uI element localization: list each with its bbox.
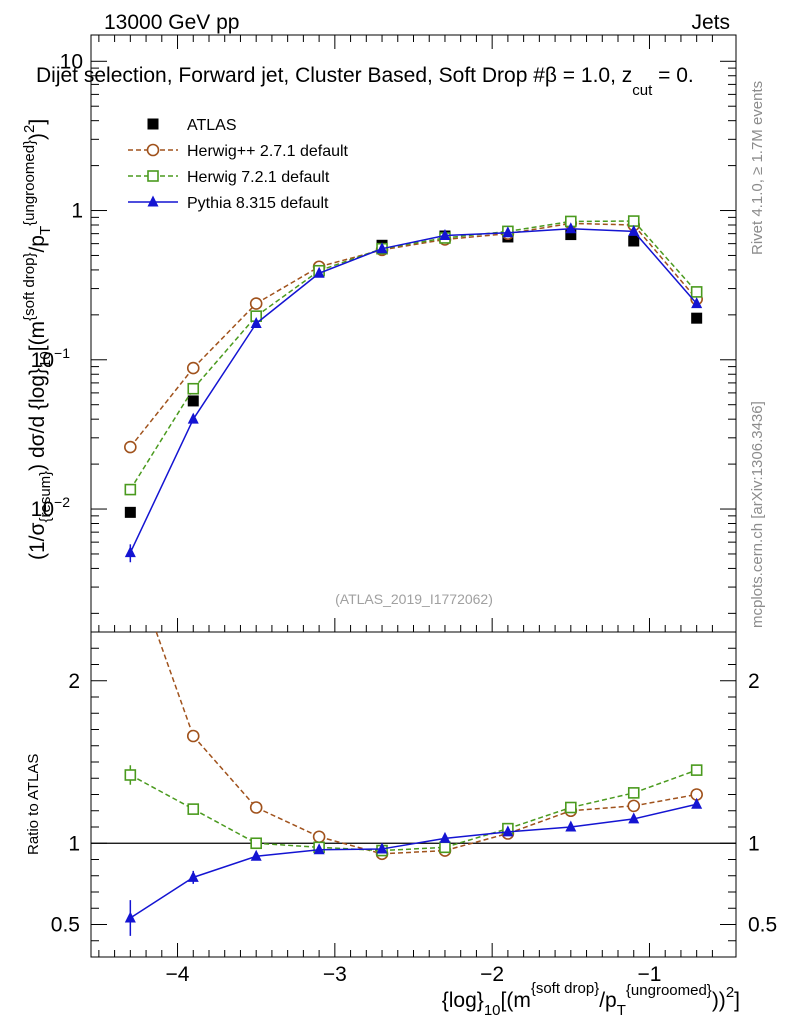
jets-label: Jets xyxy=(691,11,730,34)
x-tick-label: −2 xyxy=(480,963,504,986)
mcplots-label: mcplots.cern.ch [arXiv:1306.3436] xyxy=(749,401,766,628)
energy-label: 13000 GeV pp xyxy=(104,11,239,34)
main-point-herwig-7-2-1-default xyxy=(187,382,200,395)
ratio-line-herwig-7-2-1-default xyxy=(129,769,697,852)
legend-label-herwig-2-7-1-default: Herwig++ 2.7.1 default xyxy=(187,143,349,160)
ratio-point-pythia-8-315-default xyxy=(124,911,136,923)
main-line-pythia-8-315-default xyxy=(129,227,698,553)
ratio-line-pythia-8-315-default xyxy=(129,803,697,919)
series-layer xyxy=(124,215,703,936)
ratio-tick-label-right: 2 xyxy=(748,670,760,693)
ratio-point-herwig-2-7-1-default xyxy=(312,830,326,844)
legend-marker-atlas xyxy=(147,118,159,130)
ratio-tick-label: 1 xyxy=(68,832,80,855)
main-point-pythia-8-315-default xyxy=(187,412,199,424)
main-line-herwig-2-7-1-default xyxy=(129,222,698,448)
main-point-herwig-7-2-1-default xyxy=(690,286,703,298)
plot-title: Dijet selection, Forward jet, Cluster Ba… xyxy=(36,64,694,99)
ratio-point-herwig-7-2-1-default xyxy=(124,769,137,781)
main-point-herwig-2-7-1-default xyxy=(186,361,200,375)
ratio-tick-label: 0.5 xyxy=(51,914,80,937)
main-point-pythia-8-315-default xyxy=(376,242,388,254)
plot-title-end: = 0. xyxy=(652,64,693,87)
x-tick-label: −3 xyxy=(323,963,347,986)
ratio-point-herwig-7-2-1-default xyxy=(565,801,577,814)
main-point-pythia-8-315-default xyxy=(250,317,262,329)
ratio-line-herwig-2-7-1-default xyxy=(155,631,697,855)
legend-label-herwig-7-2-1-default: Herwig 7.2.1 default xyxy=(187,169,330,186)
ratio-tick-label-right: 0.5 xyxy=(748,914,777,937)
legend: ATLAS Herwig++ 2.7.1 default Herwig 7.2.1 … xyxy=(128,117,349,212)
main-point-pythia-8-315-default xyxy=(691,297,703,309)
ratio-y-axis-label: Ratio to ATLAS xyxy=(25,754,42,855)
x-axis-label: {log}10[(m{soft drop}/pT{ungroomed}))2] xyxy=(442,980,740,1019)
ratio-point-herwig-7-2-1-default xyxy=(439,841,451,854)
ratio-point-pythia-8-315-default xyxy=(628,812,640,824)
ratio-point-pythia-8-315-default xyxy=(376,842,388,854)
ratio-point-pythia-8-315-default xyxy=(250,849,262,861)
main-point-pythia-8-315-default xyxy=(439,229,451,241)
y-tick-label: 10−2 xyxy=(31,494,71,521)
main-line-herwig-7-2-1-default xyxy=(129,220,698,490)
y-tick-label: 10 xyxy=(60,50,83,73)
ratio-point-pythia-8-315-default xyxy=(313,843,325,855)
x-tick-label: −1 xyxy=(637,963,661,986)
main-point-atlas xyxy=(187,395,199,407)
ratio-point-herwig-7-2-1-default xyxy=(187,803,200,815)
legend-label-atlas: ATLAS xyxy=(187,117,237,134)
main-point-herwig-2-7-1-default xyxy=(124,440,137,454)
main-point-atlas xyxy=(124,506,136,518)
ratio-point-herwig-7-2-1-default xyxy=(690,764,703,776)
ratio-point-herwig-7-2-1-default xyxy=(627,787,640,799)
plot-title-main: Dijet selection, Forward jet, Cluster Ba… xyxy=(36,64,632,87)
ratio-point-herwig-7-2-1-default xyxy=(250,837,262,850)
legend-label-pythia-8-315-default: Pythia 8.315 default xyxy=(187,195,329,212)
main-point-pythia-8-315-default xyxy=(565,222,577,234)
main-point-pythia-8-315-default xyxy=(313,266,325,278)
main-point-pythia-8-315-default xyxy=(124,546,136,558)
main-point-pythia-8-315-default xyxy=(628,224,640,236)
main-point-atlas xyxy=(565,229,577,241)
ratio-tick-label-right: 1 xyxy=(748,832,760,855)
main-point-atlas xyxy=(691,312,703,324)
ratio-point-pythia-8-315-default xyxy=(439,831,451,843)
main-y-axis-label: (1/σ{resum}) dσ/d {log}10[(m{soft drop}/… xyxy=(21,119,54,560)
ratio-point-pythia-8-315-default xyxy=(502,825,514,837)
ratio-point-herwig-2-7-1-default xyxy=(186,729,200,743)
ratio-tick-label: 2 xyxy=(68,670,80,693)
main-point-atlas xyxy=(628,235,640,247)
main-point-herwig-2-7-1-default xyxy=(249,297,263,310)
tick-layer: −4 −3 −2 −1 10−2 10−1 1 10 0.5 0.5 1 1 2 2 xyxy=(31,35,777,986)
rivet-label: Rivet 4.1.0, ≥ 1.7M events xyxy=(749,81,766,255)
ratio-point-pythia-8-315-default xyxy=(187,870,199,882)
legend-marker-herwig-2-7-1-default xyxy=(146,143,160,157)
ratio-point-pythia-8-315-default xyxy=(565,820,577,832)
analysis-tag: (ATLAS_2019_I1772062) xyxy=(335,591,493,607)
main-point-herwig-7-2-1-default xyxy=(627,215,640,227)
y-tick-label: 10−1 xyxy=(31,345,71,372)
ratio-point-herwig-2-7-1-default xyxy=(627,799,641,813)
legend-marker-pythia-8-315-default xyxy=(147,195,159,207)
legend-marker-herwig-7-2-1-default xyxy=(147,170,159,182)
main-point-herwig-7-2-1-default xyxy=(124,483,137,496)
x-tick-label: −4 xyxy=(166,963,190,986)
y-tick-label: 1 xyxy=(71,200,83,223)
ratio-point-herwig-2-7-1-default xyxy=(249,801,263,814)
plot-title-sub: cut xyxy=(632,82,653,99)
main-point-pythia-8-315-default xyxy=(502,226,514,238)
ratio-point-pythia-8-315-default xyxy=(691,797,703,809)
